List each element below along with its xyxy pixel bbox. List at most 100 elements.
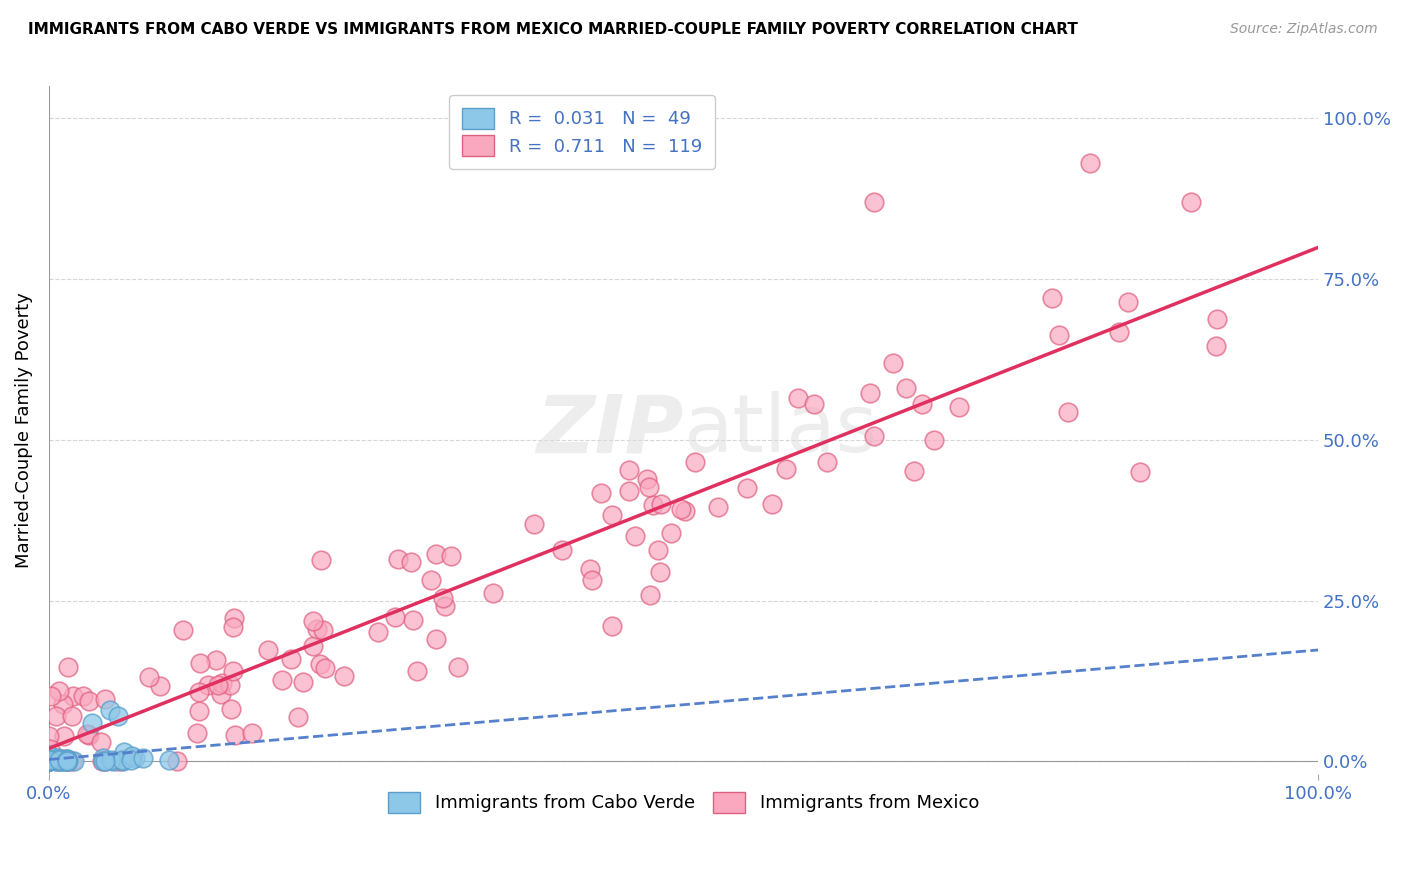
Point — [120, 753, 142, 767]
Point — [803, 396, 825, 410]
Legend: Immigrants from Cabo Verde, Immigrants from Mexico: Immigrants from Cabo Verde, Immigrants f… — [377, 781, 990, 823]
Point — [39, 753, 62, 767]
Point — [91, 754, 114, 768]
Point — [523, 516, 546, 531]
Point — [440, 549, 463, 563]
Text: Source: ZipAtlas.com: Source: ZipAtlas.com — [1230, 22, 1378, 37]
Point — [187, 685, 209, 699]
Point — [425, 547, 447, 561]
Point — [650, 497, 672, 511]
Point — [38, 753, 60, 767]
Point — [1078, 156, 1101, 170]
Point — [482, 586, 505, 600]
Point — [190, 656, 212, 670]
Point — [121, 749, 143, 764]
Point — [617, 462, 640, 476]
Point — [648, 565, 671, 579]
Point — [157, 753, 180, 767]
Point — [332, 669, 354, 683]
Point — [45, 754, 67, 768]
Point — [579, 562, 602, 576]
Point — [257, 642, 280, 657]
Point — [138, 670, 160, 684]
Point — [591, 485, 613, 500]
Point — [76, 727, 98, 741]
Point — [1205, 339, 1227, 353]
Point — [1116, 295, 1139, 310]
Point — [82, 715, 104, 730]
Point — [425, 632, 447, 646]
Point — [56, 754, 79, 768]
Point — [1205, 311, 1227, 326]
Point — [433, 599, 456, 613]
Point — [637, 481, 659, 495]
Point — [51, 754, 73, 768]
Point — [922, 433, 945, 447]
Point — [94, 692, 117, 706]
Point — [38, 754, 60, 768]
Point — [432, 591, 454, 605]
Point — [311, 623, 333, 637]
Point — [124, 750, 146, 764]
Point — [581, 573, 603, 587]
Point — [280, 652, 302, 666]
Point — [911, 397, 934, 411]
Point — [38, 749, 60, 764]
Point — [56, 754, 79, 768]
Text: IMMIGRANTS FROM CABO VERDE VS IMMIGRANTS FROM MEXICO MARRIED-COUPLE FAMILY POVER: IMMIGRANTS FROM CABO VERDE VS IMMIGRANTS… — [28, 22, 1078, 37]
Point — [48, 754, 70, 768]
Point — [49, 752, 72, 766]
Point — [659, 525, 682, 540]
Point — [240, 726, 263, 740]
Point — [38, 748, 60, 763]
Point — [94, 754, 117, 768]
Point — [384, 610, 406, 624]
Point — [761, 497, 783, 511]
Point — [38, 753, 60, 767]
Point — [367, 624, 389, 639]
Point — [205, 653, 228, 667]
Point — [46, 750, 69, 764]
Y-axis label: Married-Couple Family Poverty: Married-Couple Family Poverty — [15, 293, 32, 568]
Point — [1108, 325, 1130, 339]
Point — [56, 754, 79, 768]
Point — [291, 675, 314, 690]
Point — [38, 729, 60, 743]
Point — [55, 754, 77, 768]
Point — [735, 481, 758, 495]
Point — [673, 503, 696, 517]
Point — [401, 555, 423, 569]
Point — [111, 754, 134, 768]
Point — [72, 690, 94, 704]
Point — [105, 754, 128, 768]
Point — [287, 710, 309, 724]
Point — [63, 754, 86, 768]
Point — [91, 754, 114, 768]
Point — [38, 753, 60, 767]
Point — [53, 729, 76, 743]
Point — [222, 620, 245, 634]
Point — [55, 754, 77, 768]
Point — [863, 195, 886, 210]
Point — [882, 356, 904, 370]
Point — [401, 613, 423, 627]
Point — [38, 752, 60, 766]
Point — [48, 754, 70, 768]
Point — [1040, 291, 1063, 305]
Point — [896, 381, 918, 395]
Point — [77, 728, 100, 742]
Point — [222, 611, 245, 625]
Point — [52, 754, 75, 768]
Point — [624, 529, 647, 543]
Point — [39, 742, 62, 756]
Point — [60, 709, 83, 723]
Point — [100, 753, 122, 767]
Point — [112, 745, 135, 759]
Point — [211, 676, 233, 690]
Point — [685, 455, 707, 469]
Point — [132, 751, 155, 765]
Text: atlas: atlas — [683, 392, 877, 469]
Point — [1129, 465, 1152, 479]
Point — [600, 508, 623, 522]
Point — [48, 683, 70, 698]
